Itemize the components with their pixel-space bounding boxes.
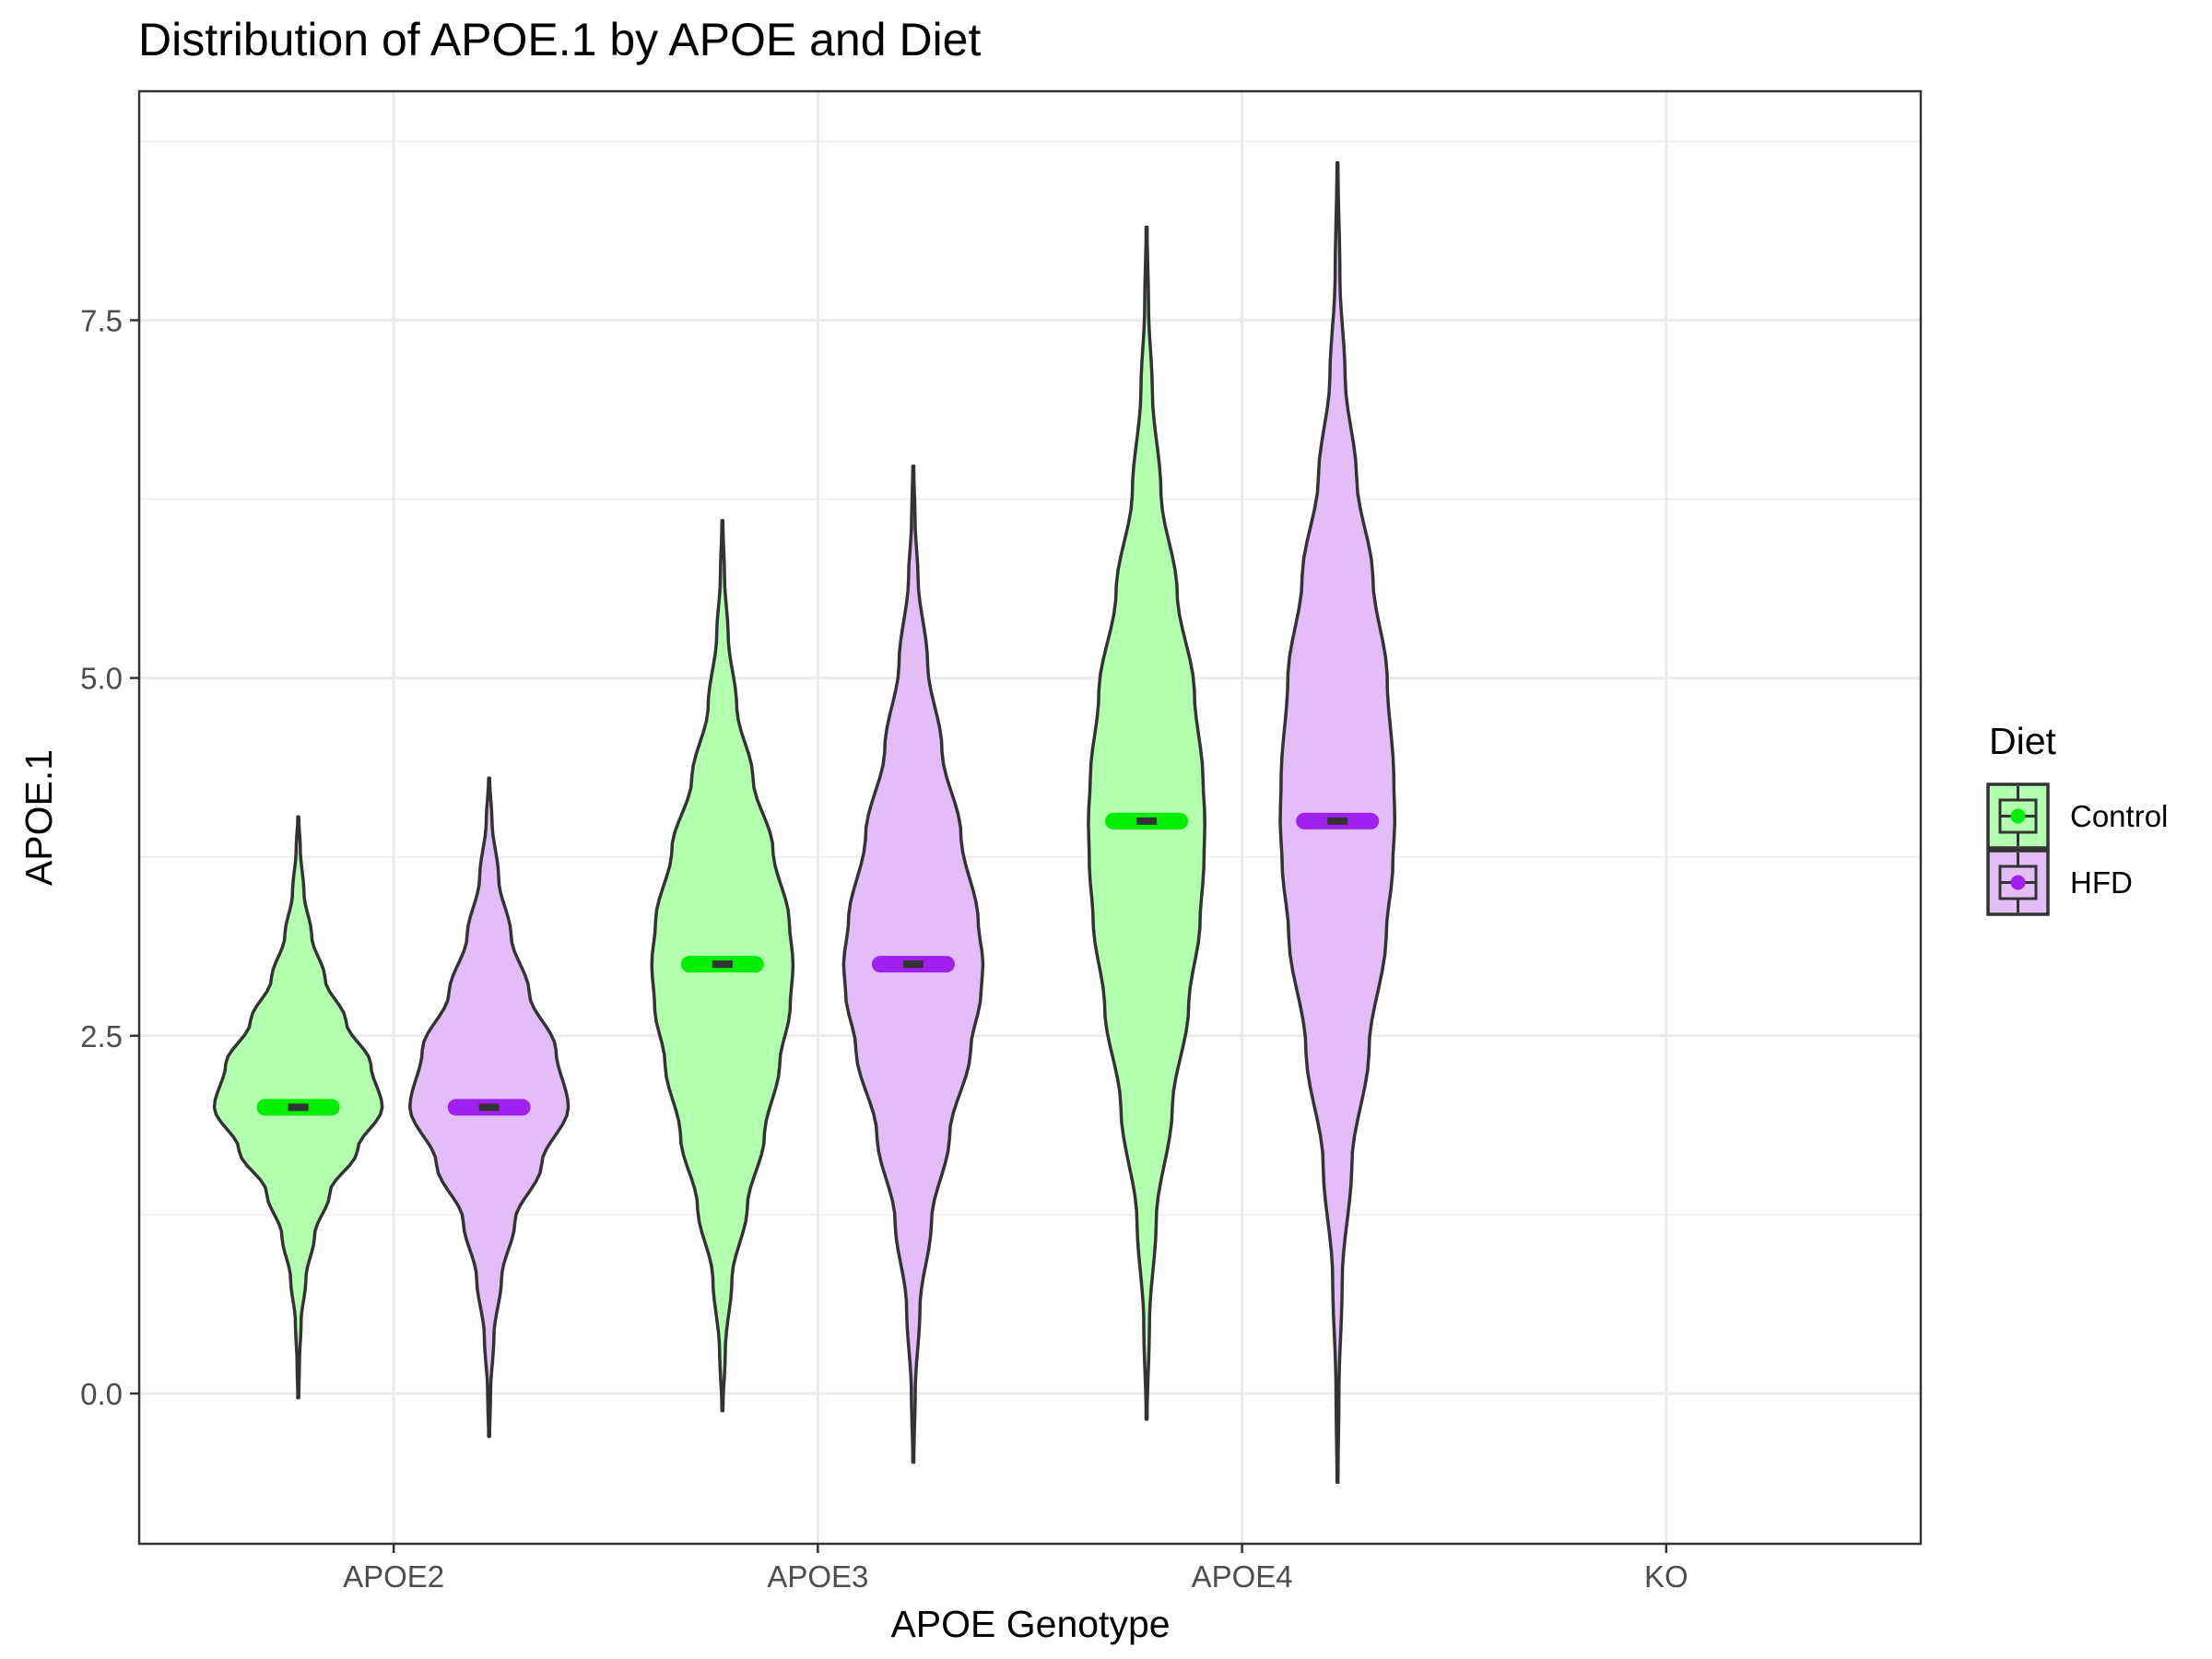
y-axis-title: APOE.1 [18, 749, 60, 886]
x-axis-title: APOE Genotype [890, 1603, 1170, 1645]
x-tick-label: KO [1644, 1559, 1688, 1594]
x-tick-label: APOE3 [767, 1559, 868, 1594]
legend-label-control: Control [2070, 799, 2168, 833]
x-tick-label: APOE2 [343, 1559, 444, 1594]
violin-layer [212, 160, 1397, 1484]
axes: 0.0 2.5 5.0 7.5 APOE2 APOE3 APOE4 KO [80, 303, 1688, 1594]
y-tick-label: 0.0 [80, 1377, 123, 1411]
panel-background [139, 91, 1921, 1544]
y-tick-label: 2.5 [80, 1019, 123, 1053]
plot-panel [139, 91, 1921, 1544]
panel-border [137, 89, 1923, 1546]
legend-label-hfd: HFD [2070, 865, 2133, 900]
legend-key-point [2010, 808, 2026, 824]
legend-key-point [2010, 875, 2026, 890]
panel-border-rect [137, 89, 1923, 1546]
chart-title: Distribution of APOE.1 by APOE and Diet [138, 14, 981, 65]
legend-title: Diet [1989, 720, 2057, 762]
legend-key-hfd [1986, 849, 2050, 916]
legend-key-control [1986, 782, 2050, 850]
y-tick-label: 7.5 [80, 303, 123, 337]
legend: Diet Control HFD [1986, 720, 2168, 916]
x-tick-label: APOE4 [1192, 1559, 1293, 1594]
y-tick-label: 5.0 [80, 662, 123, 696]
